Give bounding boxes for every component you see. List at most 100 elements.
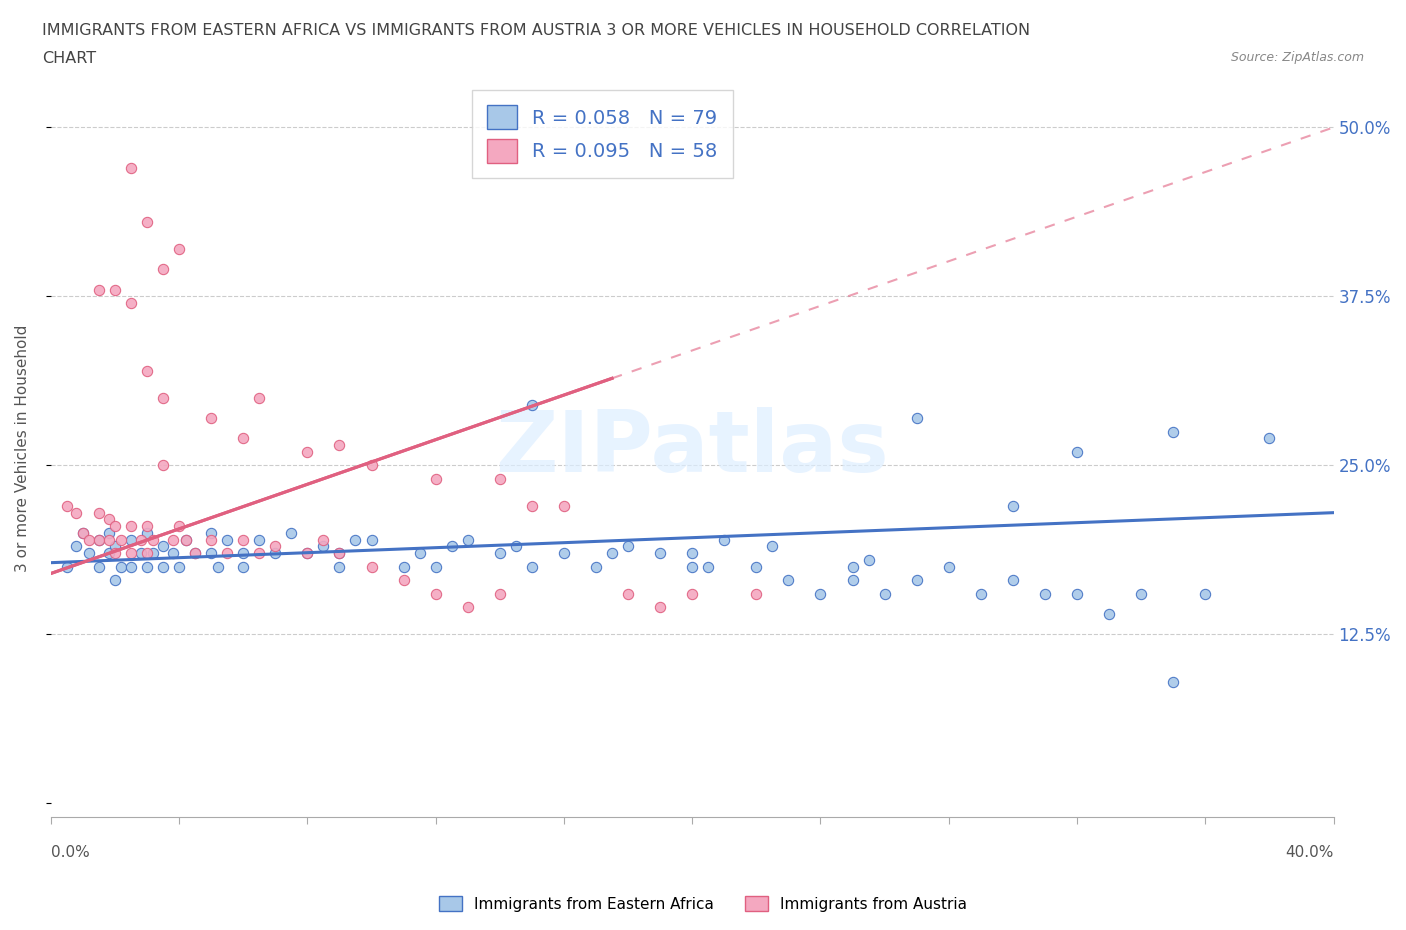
Point [232,532,254,547]
Text: IMMIGRANTS FROM EASTERN AFRICA VS IMMIGRANTS FROM AUSTRIA 3 OR MORE VEHICLES IN : IMMIGRANTS FROM EASTERN AFRICA VS IMMIGR… [42,23,1031,38]
Point [217,532,239,547]
Point [648,546,671,561]
Point [873,586,896,601]
Text: CHART: CHART [42,51,96,66]
Point [152,458,174,472]
Point [79,546,101,561]
Point [1098,606,1121,621]
Point [905,573,928,588]
Point [841,559,863,574]
Text: 40.0%: 40.0% [1285,845,1333,860]
Point [136,215,159,230]
Point [232,431,254,445]
Point [97,525,120,540]
Point [217,546,239,561]
Point [425,559,447,574]
Y-axis label: 3 or more Vehicles in Household: 3 or more Vehicles in Household [15,325,30,572]
Point [297,546,319,561]
Point [520,397,543,412]
Point [207,559,229,574]
Point [505,539,527,554]
Point [761,539,783,554]
Point [297,546,319,561]
Point [970,586,993,601]
Point [56,498,79,513]
Point [120,559,142,574]
Legend: Immigrants from Eastern Africa, Immigrants from Austria: Immigrants from Eastern Africa, Immigran… [433,889,973,918]
Point [110,559,132,574]
Point [553,498,575,513]
Point [328,559,350,574]
Point [56,559,79,574]
Point [681,546,703,561]
Point [617,539,640,554]
Point [136,525,159,540]
Point [1258,431,1281,445]
Point [681,586,703,601]
Point [408,546,430,561]
Point [167,242,190,257]
Point [110,532,132,547]
Point [1194,586,1216,601]
Point [120,546,142,561]
Point [232,559,254,574]
Point [600,546,623,561]
Point [344,532,367,547]
Point [152,539,174,554]
Point [488,546,510,561]
Point [520,498,543,513]
Point [360,559,382,574]
Point [65,505,87,520]
Point [162,532,184,547]
Point [142,546,165,561]
Point [174,532,197,547]
Point [440,539,463,554]
Point [232,546,254,561]
Point [745,586,768,601]
Point [120,532,142,547]
Point [162,546,184,561]
Point [745,559,768,574]
Point [1066,586,1088,601]
Point [264,546,287,561]
Point [392,559,415,574]
Point [129,532,152,547]
Text: 0.0%: 0.0% [51,845,90,860]
Point [65,539,87,554]
Point [617,586,640,601]
Point [360,458,382,472]
Point [1066,445,1088,459]
Point [425,472,447,486]
Point [87,532,110,547]
Point [520,559,543,574]
Point [72,525,94,540]
Point [79,532,101,547]
Point [1033,586,1056,601]
Point [97,546,120,561]
Point [152,391,174,405]
Point [1161,674,1184,689]
Point [87,505,110,520]
Point [280,525,302,540]
Point [174,532,197,547]
Point [312,532,335,547]
Point [328,438,350,453]
Point [97,512,120,527]
Point [136,559,159,574]
Point [247,546,270,561]
Point [200,525,222,540]
Point [905,411,928,426]
Point [136,519,159,534]
Point [87,532,110,547]
Point [104,519,127,534]
Point [697,559,720,574]
Point [713,532,735,547]
Point [136,364,159,379]
Point [87,282,110,297]
Point [778,573,800,588]
Point [72,525,94,540]
Point [297,445,319,459]
Point [1130,586,1153,601]
Point [120,161,142,176]
Point [648,600,671,615]
